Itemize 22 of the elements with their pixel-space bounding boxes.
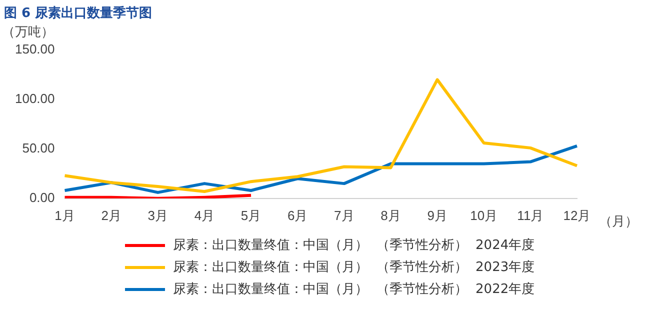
x-tick-label: 3月 — [148, 208, 168, 223]
x-tick-label: 9月 — [427, 208, 448, 223]
y-tick-label: 0.00 — [29, 190, 55, 205]
x-tick-label: 10月 — [470, 208, 498, 223]
legend-label: 尿素：出口数量终值：中国（月） （季节性分析） 2023年度 — [173, 259, 535, 276]
x-tick-label: 11月 — [517, 208, 544, 223]
x-tick-label: 2月 — [101, 208, 122, 223]
legend-label: 尿素：出口数量终值：中国（月） （季节性分析） 2024年度 — [173, 237, 535, 254]
x-tick-label: 8月 — [380, 208, 401, 223]
x-tick-label: 12月 — [563, 208, 591, 223]
y-tick-label: 150.00 — [14, 42, 55, 57]
x-tick-label: 1月 — [54, 208, 75, 223]
x-tick-label: 6月 — [287, 208, 308, 223]
x-axis-title: （月） — [599, 214, 638, 230]
x-tick-label: 5月 — [240, 208, 262, 223]
legend-label: 尿素：出口数量终值：中国（月） （季节性分析） 2022年度 — [173, 281, 535, 298]
chart-title: 图 6 尿素出口数量季节图 — [3, 4, 154, 23]
y-tick-label: 100.00 — [14, 91, 55, 106]
x-tick-label: 4月 — [194, 208, 215, 223]
x-tick-label: 7月 — [334, 208, 354, 223]
y-axis-title: （万吨） — [2, 24, 54, 40]
y-tick-label: 50.00 — [22, 140, 55, 156]
